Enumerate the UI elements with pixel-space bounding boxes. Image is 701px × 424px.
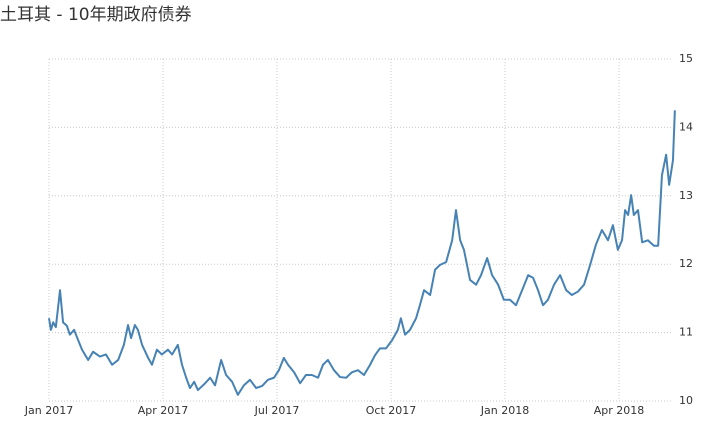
data-line <box>48 110 676 396</box>
y-tick-label: 13 <box>679 189 693 202</box>
x-tick-label: Apr 2018 <box>594 404 645 417</box>
x-tick-label: Jan 2018 <box>480 404 529 417</box>
x-tick-label: Apr 2017 <box>138 404 189 417</box>
x-tick-label: Jan 2017 <box>24 404 73 417</box>
y-tick-label: 15 <box>679 52 693 65</box>
y-tick-label: 10 <box>679 394 693 407</box>
y-tick-label: 11 <box>679 326 693 339</box>
chart-title: 土耳其 - 10年期政府债券 <box>0 5 192 25</box>
x-tick-label: Jul 2017 <box>254 404 300 417</box>
x-tick-label: Oct 2017 <box>366 404 417 417</box>
y-tick-label: 12 <box>679 257 693 270</box>
y-tick-label: 14 <box>679 120 693 133</box>
